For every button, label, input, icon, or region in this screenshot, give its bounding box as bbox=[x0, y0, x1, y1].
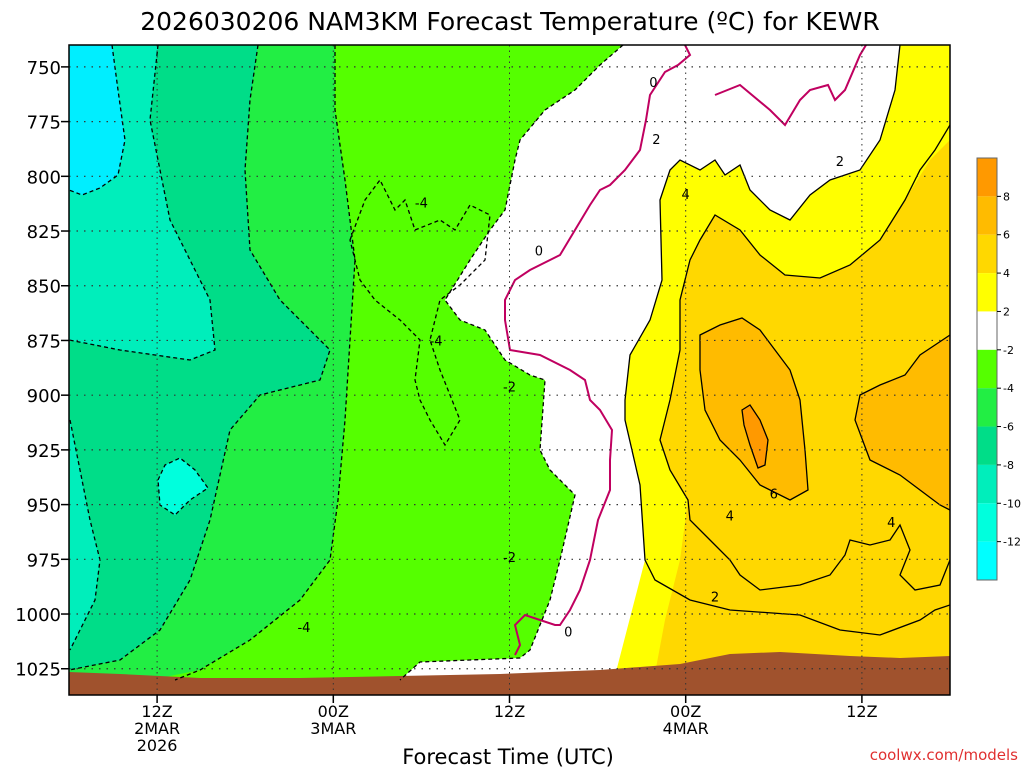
x-tick-label: 12Z bbox=[494, 702, 525, 721]
y-tick-label: 1000 bbox=[15, 605, 61, 626]
colorbar-band bbox=[977, 541, 997, 580]
contour-label: 0 bbox=[564, 626, 572, 641]
credit-text: coolwx.com/models bbox=[870, 746, 1018, 764]
contour-6c-right bbox=[854, 334, 950, 511]
region-above-6 bbox=[700, 318, 808, 500]
colorbar-label: -12 bbox=[1003, 536, 1021, 549]
contour-label: -4 bbox=[430, 334, 443, 349]
contour-label: -4 bbox=[297, 621, 310, 636]
y-tick-label: 875 bbox=[27, 331, 61, 352]
chart-title: 2026030206 NAM3KM Forecast Temperature (… bbox=[140, 7, 880, 36]
y-tick-label: 1025 bbox=[15, 660, 61, 681]
region-below-minus12 bbox=[69, 45, 125, 195]
ground-terrain bbox=[69, 652, 950, 695]
contour-minus4c bbox=[174, 45, 356, 681]
contour-label: 2 bbox=[711, 591, 719, 606]
contour-4c bbox=[659, 124, 950, 591]
colorbar-band bbox=[977, 349, 997, 389]
contour-6c bbox=[699, 317, 809, 501]
contour-label: -2 bbox=[503, 551, 516, 566]
contours bbox=[69, 45, 950, 681]
region-above-6-right bbox=[855, 335, 950, 510]
x-tick-label: 4MAR bbox=[663, 719, 709, 738]
contour-label: 4 bbox=[726, 510, 734, 525]
x-axis-label: Forecast Time (UTC) bbox=[402, 745, 614, 768]
temperature-fill bbox=[69, 45, 950, 695]
contour-minus8c bbox=[69, 45, 216, 361]
contour-label: 4 bbox=[682, 188, 690, 203]
y-tick-label: 775 bbox=[27, 113, 61, 134]
grid-lines bbox=[69, 45, 950, 695]
x-tick-label: 2026 bbox=[137, 736, 178, 755]
contour-label: 0 bbox=[649, 76, 657, 91]
contour-minus12c bbox=[69, 45, 126, 196]
colorbar-label: 4 bbox=[1003, 267, 1010, 280]
contour-0c bbox=[504, 45, 692, 656]
colorbar-frame bbox=[976, 157, 998, 581]
x-tick-label: 00Z bbox=[670, 702, 701, 721]
y-tick-label: 950 bbox=[27, 496, 61, 517]
contour-label: 2 bbox=[652, 133, 660, 148]
x-tick-label: 3MAR bbox=[310, 719, 356, 738]
contour-label: -4 bbox=[415, 197, 428, 212]
contour-labels: 0 0 0 2 2 2 4 4 4 6 -4 -4 -2 -2 -4 bbox=[297, 76, 895, 640]
region-minus10-to-minus8-lower bbox=[70, 420, 100, 650]
contour-minus2c bbox=[399, 45, 624, 681]
colorbar-band bbox=[977, 426, 997, 465]
contour-8c bbox=[741, 404, 769, 469]
colorbar-label: -10 bbox=[1003, 497, 1021, 510]
colorbar-band bbox=[977, 273, 997, 312]
colorbar-label: -6 bbox=[1003, 421, 1014, 434]
colorbar-label: 2 bbox=[1003, 305, 1010, 318]
colorbar-band bbox=[977, 464, 997, 504]
y-tick-label: 925 bbox=[27, 441, 61, 462]
x-tick-label: 00Z bbox=[318, 702, 349, 721]
colorbar-band bbox=[977, 234, 997, 274]
colorbar-label: -4 bbox=[1003, 382, 1014, 395]
colorbar-label: 8 bbox=[1003, 190, 1010, 203]
colorbar-band bbox=[977, 388, 997, 427]
y-tick-label: 850 bbox=[27, 277, 61, 298]
y-tick-label: 800 bbox=[27, 167, 61, 188]
y-tick-label: 750 bbox=[27, 58, 61, 79]
contour-minus4c-island bbox=[349, 178, 491, 447]
region-minus10-pocket bbox=[158, 458, 208, 515]
y-tick-label: 975 bbox=[27, 550, 61, 571]
colorbar-label: -8 bbox=[1003, 459, 1014, 472]
colorbar-label: 6 bbox=[1003, 229, 1010, 242]
region-above-8 bbox=[742, 405, 768, 468]
y-tick-label: 900 bbox=[27, 386, 61, 407]
colorbar-band bbox=[977, 196, 997, 235]
x-tick-label: 12Z bbox=[141, 702, 172, 721]
contour-minus8c-lower bbox=[69, 419, 101, 651]
y-tick-label: 825 bbox=[27, 222, 61, 243]
colorbar-band bbox=[977, 503, 997, 542]
colorbar-label: -2 bbox=[1003, 344, 1014, 357]
contour-2c bbox=[624, 45, 950, 636]
y-axis: 750 775 800 825 850 875 900 925 950 975 1000 1025 bbox=[15, 58, 69, 681]
contour-0c-right bbox=[714, 45, 867, 127]
contour-label: 2 bbox=[836, 155, 844, 170]
x-tick-label: 12Z bbox=[846, 702, 877, 721]
contour-label: 4 bbox=[887, 516, 895, 531]
colorbar-band bbox=[977, 311, 997, 350]
contour-label: 6 bbox=[770, 488, 778, 503]
contour-minus10c-pocket bbox=[157, 457, 209, 516]
colorbar: 8 6 4 2 -2 -4 -6 -8 -10 -12 bbox=[976, 157, 1021, 581]
contour-label: 0 bbox=[535, 245, 543, 260]
colorbar-band bbox=[977, 158, 997, 197]
x-tick-label: 2MAR bbox=[134, 719, 180, 738]
contour-label: -2 bbox=[503, 380, 516, 395]
